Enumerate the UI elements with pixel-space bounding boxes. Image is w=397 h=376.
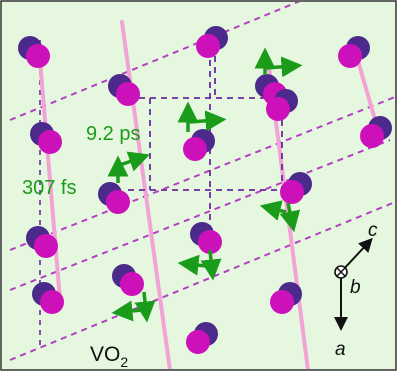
axis-a-label: a — [335, 339, 346, 360]
vanadium-atom — [360, 124, 384, 148]
displacement-arrow — [259, 200, 287, 221]
vanadium-atom — [106, 190, 130, 214]
time-label-slow: 9.2 ps — [86, 123, 140, 145]
vanadium-atom — [266, 97, 290, 121]
compound-label: VO2 — [90, 343, 128, 370]
displacement-arrow — [279, 202, 301, 233]
vanadium-chain-4 — [38, 58, 62, 302]
displacement-arrow — [265, 56, 303, 78]
vanadium-atom — [270, 290, 294, 314]
displacement-arrow — [111, 300, 143, 322]
axis-triad: c b a — [334, 220, 378, 360]
vanadium-atom — [183, 137, 207, 161]
vanadium-atom — [38, 130, 62, 154]
vanadium-atom — [198, 230, 222, 254]
vanadium-atom — [34, 234, 58, 258]
atoms — [18, 26, 392, 354]
vanadium-atom — [196, 34, 220, 58]
vanadium-atom — [116, 82, 140, 106]
displacement-arrow — [189, 110, 227, 132]
axis-c-label: c — [368, 220, 378, 241]
displacement-arrow — [134, 291, 156, 323]
displacement-arrow — [177, 254, 207, 276]
time-label-fast: 307 fs — [22, 177, 76, 199]
lattice-line-2 — [9, 95, 395, 251]
vanadium-atom — [186, 330, 210, 354]
displacement-arrow — [200, 249, 222, 281]
axis-b-label: b — [350, 277, 361, 298]
vanadium-atom — [26, 44, 50, 68]
vanadium-atom — [40, 290, 64, 314]
vanadium-atom — [280, 180, 304, 204]
compound-base: VO — [90, 343, 120, 366]
displacement-arrows — [107, 47, 303, 323]
axis-b-cross-2 — [336, 267, 346, 277]
vanadium-atom — [120, 272, 144, 296]
lattice-line-4 — [9, 139, 391, 291]
compound-subscript: 2 — [120, 354, 128, 370]
displacement-arrow — [119, 151, 150, 172]
vanadium-atom — [338, 44, 362, 68]
